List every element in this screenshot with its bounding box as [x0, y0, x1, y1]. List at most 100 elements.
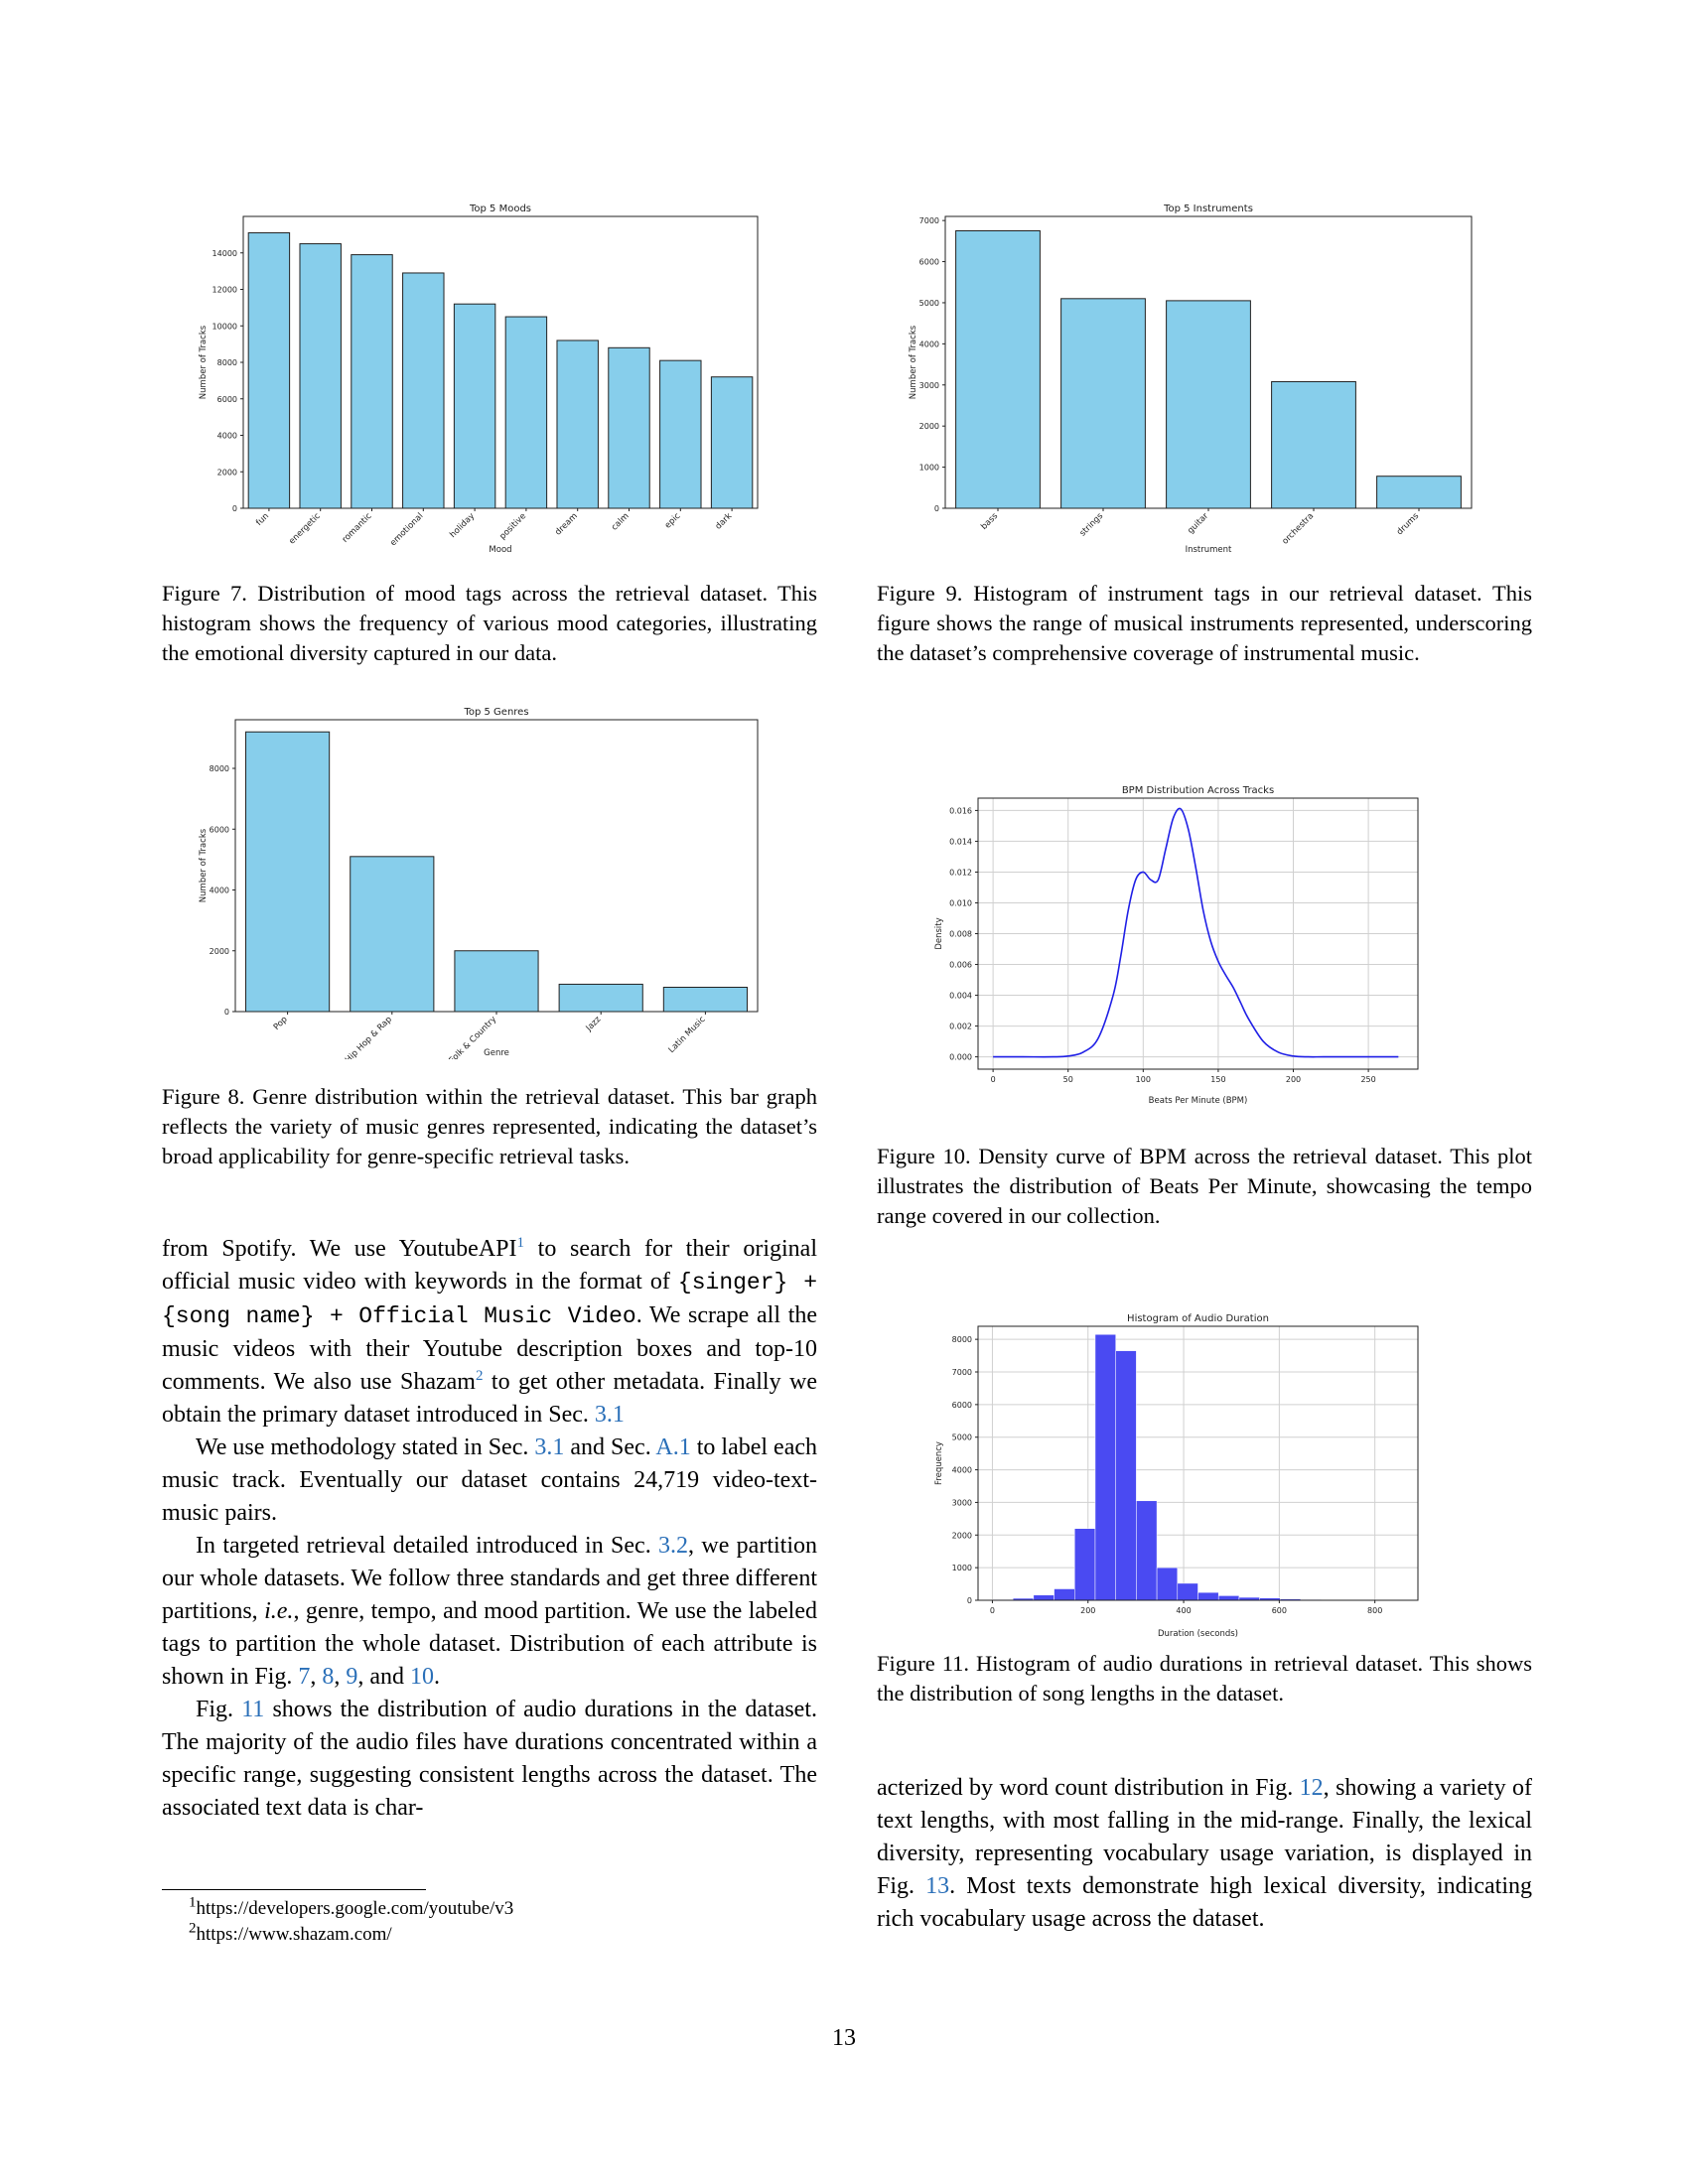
- figure-link[interactable]: 13: [925, 1873, 950, 1899]
- histogram-bin: [1094, 1333, 1116, 1601]
- y-tick-label: 0.002: [949, 1023, 972, 1031]
- figure-7-chart: Top 5 Moods fun energetic romantic emotional…: [199, 204, 759, 555]
- section-link[interactable]: 3.1: [534, 1434, 565, 1460]
- section-link[interactable]: 3.1: [594, 1402, 625, 1428]
- histogram-bin: [1156, 1567, 1179, 1601]
- x-tick-label: positive: [497, 511, 528, 542]
- density-curve: [993, 807, 1399, 1058]
- footnote-2[interactable]: 2https://www.shazam.com/: [189, 1920, 392, 1945]
- chart-title: Top 5 Instruments: [1163, 204, 1253, 214]
- section-link[interactable]: A.1: [655, 1434, 691, 1460]
- y-tick-label: 12000: [212, 286, 237, 295]
- y-tick-label: 0: [967, 1596, 972, 1605]
- footnote-ref[interactable]: 2: [475, 1368, 484, 1384]
- x-tick-label: 100: [1136, 1075, 1151, 1084]
- x-tick-label: fun: [254, 511, 271, 528]
- paragraph: Fig. 11 shows the distribution of audio …: [162, 1697, 818, 1821]
- x-tick-label: Pop: [272, 1015, 290, 1032]
- y-tick-label: 4000: [210, 887, 229, 895]
- x-tick-label: Jazz: [584, 1015, 604, 1034]
- figure-link[interactable]: 11: [241, 1697, 265, 1722]
- figure-11-caption: Figure 11. Histogram of audio durations …: [877, 1651, 1532, 1706]
- y-tick-label: 2000: [952, 1531, 972, 1540]
- x-tick-label: drums: [1395, 511, 1422, 538]
- section-link[interactable]: 3.2: [658, 1533, 689, 1559]
- bar-dark: [710, 376, 754, 509]
- y-tick-label: 0.004: [949, 992, 972, 1001]
- bar-drums: [1376, 476, 1462, 509]
- bar-pop: [245, 731, 331, 1013]
- histogram-bin: [1033, 1594, 1055, 1601]
- x-tick-label: strings: [1078, 511, 1106, 539]
- bar-folk-country: [454, 950, 539, 1013]
- footnotes: 1https://developers.google.com/youtube/v…: [162, 1889, 817, 1948]
- page-number: 13: [832, 2025, 856, 2051]
- y-tick-label: 0.016: [949, 806, 972, 815]
- bar-emotional: [402, 272, 445, 509]
- y-tick-label: 0.000: [949, 1053, 972, 1062]
- bar-jazz: [558, 983, 643, 1013]
- plot-frame: [977, 797, 1419, 1070]
- figure-link[interactable]: 9: [346, 1664, 358, 1690]
- histogram-bin: [1074, 1528, 1096, 1601]
- figure-9-chart: Top 5 Instruments bass strings guitar orches…: [909, 204, 1473, 555]
- y-tick-label: 5000: [952, 1433, 972, 1442]
- histogram-bin: [1115, 1350, 1137, 1601]
- y-tick-label: 7000: [919, 216, 939, 225]
- x-tick-label: guitar: [1186, 511, 1210, 536]
- chart-title: BPM Distribution Across Tracks: [1122, 785, 1274, 796]
- bar-holiday: [453, 303, 496, 509]
- paragraph: We use methodology stated in Sec. 3.1 an…: [162, 1434, 818, 1526]
- x-tick-label: 200: [1286, 1075, 1301, 1084]
- footnote-ref[interactable]: 1: [516, 1235, 525, 1251]
- x-tick-label: 200: [1080, 1606, 1095, 1615]
- x-tick-label: Hip Hop & Rap: [344, 1015, 394, 1059]
- histogram-bin: [1054, 1588, 1075, 1601]
- y-tick-label: 2000: [210, 947, 229, 956]
- paragraph: In targeted retrieval detailed introduce…: [162, 1533, 817, 1690]
- x-tick-label: holiday: [448, 511, 477, 540]
- y-tick-label: 0.014: [949, 837, 972, 846]
- chart-title: Top 5 Moods: [469, 204, 531, 214]
- x-axis-label: Genre: [484, 1048, 509, 1058]
- y-axis-label: Number of Tracks: [909, 325, 918, 399]
- y-tick-label: 2000: [919, 422, 939, 431]
- x-tick-label: calm: [610, 511, 632, 533]
- x-tick-label: orchestra: [1281, 511, 1317, 547]
- plot-frame: [944, 215, 1473, 509]
- y-tick-label: 0.006: [949, 961, 972, 970]
- y-tick-label: 3000: [919, 381, 939, 390]
- figure-link[interactable]: 12: [1299, 1775, 1324, 1801]
- x-axis-label: Beats Per Minute (BPM): [1149, 1096, 1248, 1106]
- figure-link[interactable]: 7: [298, 1664, 311, 1690]
- x-tick-label: dark: [714, 511, 735, 532]
- bar-energetic: [299, 243, 342, 509]
- figure-10-caption: Figure 10. Density curve of BPM across t…: [877, 1144, 1532, 1228]
- x-tick-label: bass: [979, 511, 1000, 532]
- figure-10-chart: BPM Distribution Across Tracks 0 50 100 150 2…: [934, 785, 1419, 1106]
- y-tick-label: 2000: [217, 468, 237, 477]
- y-tick-label: 7000: [952, 1368, 972, 1377]
- y-axis-label: Number of Tracks: [199, 828, 209, 902]
- x-tick-label: romantic: [341, 511, 374, 545]
- figure-7-caption: Figure 7. Distribution of mood tags acro…: [162, 581, 817, 665]
- y-tick-label: 14000: [212, 249, 237, 258]
- bar-hip-hop-rap: [350, 856, 435, 1013]
- plot-frame: [242, 215, 759, 509]
- figure-link[interactable]: 8: [322, 1664, 335, 1690]
- footnote-1[interactable]: 1https://developers.google.com/youtube/v…: [189, 1894, 514, 1919]
- figure-11-chart: Histogram of Audio Duration 0 200 400 600 800…: [934, 1313, 1419, 1639]
- figure-link[interactable]: 10: [410, 1664, 435, 1690]
- bar-positive: [504, 316, 548, 509]
- histogram-bin: [1197, 1591, 1219, 1601]
- x-tick-label: emotional: [388, 511, 425, 548]
- x-tick-label: energetic: [287, 511, 323, 547]
- footnote-rule: [162, 1889, 426, 1890]
- y-tick-label: 8000: [210, 764, 229, 773]
- x-tick-label: epic: [663, 511, 683, 531]
- bar-fun: [247, 232, 291, 509]
- y-tick-label: 6000: [919, 258, 939, 267]
- bar-latin-music: [662, 987, 748, 1013]
- y-tick-label: 6000: [952, 1401, 972, 1410]
